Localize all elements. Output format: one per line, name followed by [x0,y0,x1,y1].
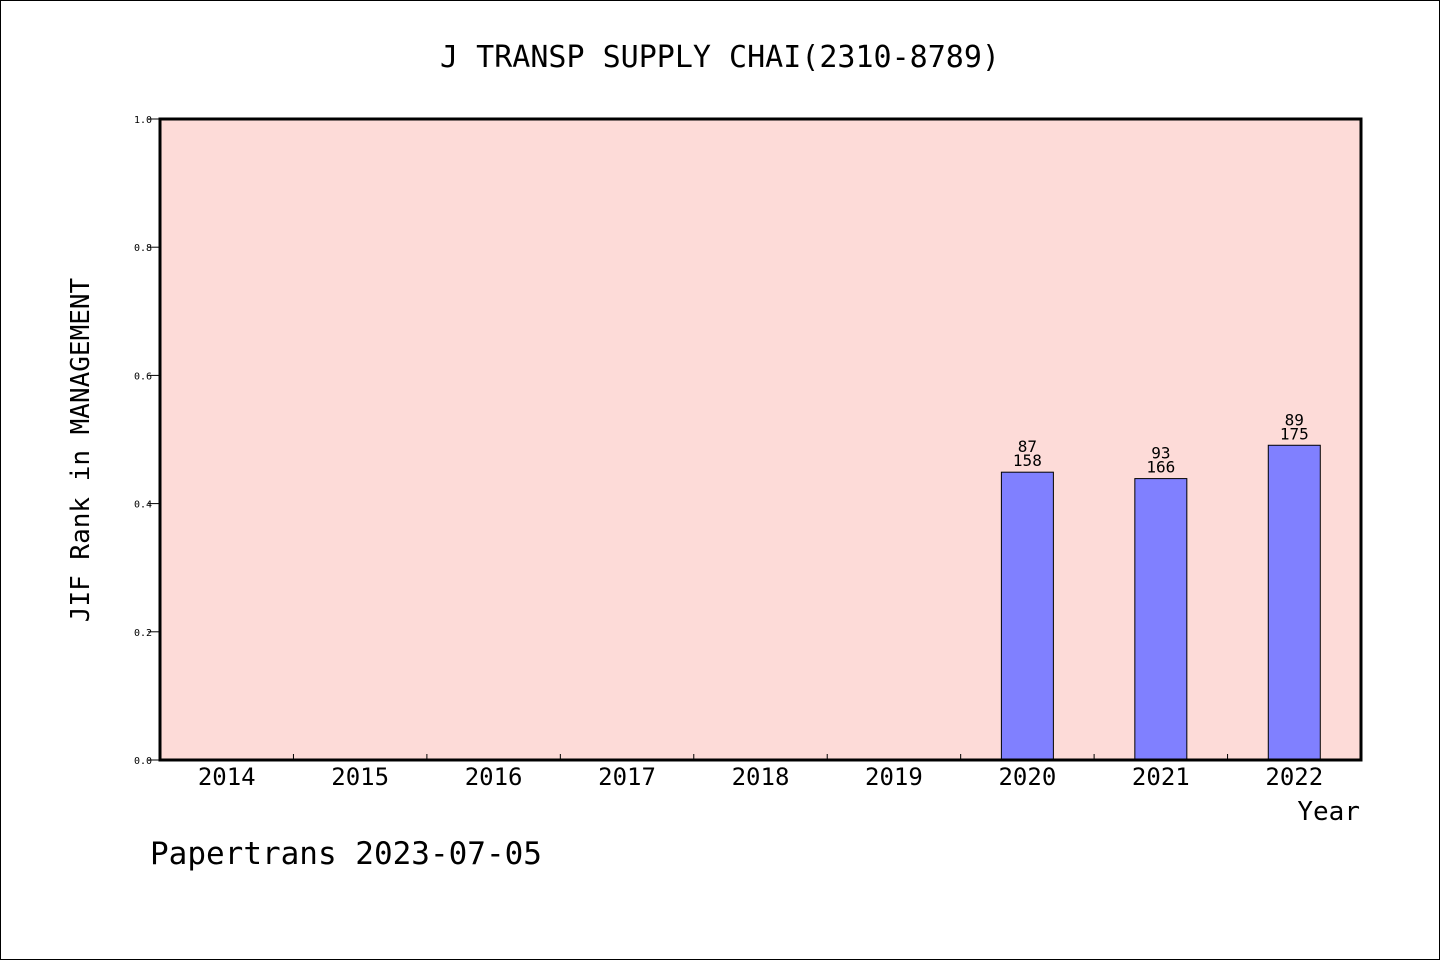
y-tick-label: 0.8 [134,243,152,254]
bar-label-rank: 89 [1285,410,1304,429]
x-tick-label: 2017 [598,763,656,791]
x-tick-label: 2015 [331,763,389,791]
bars-layer [1000,444,1321,761]
chart-title: J TRANSP SUPPLY CHAI(2310-8789) [440,40,1000,75]
y-axis-ticks: 0.0 0.2 0.4 0.6 0.8 1.0 [134,115,160,767]
bar-label-total: 175 [1280,424,1309,443]
y-axis-label: JIF Rank in MANAGEMENT [66,277,96,622]
x-tick-label: 2021 [1132,763,1190,791]
y-tick-label: 1.0 [134,115,152,126]
bar-label-total: 158 [1013,451,1042,470]
bar-2020 [1000,471,1054,761]
plot-border [158,117,1363,762]
x-tick-label: 2022 [1265,763,1323,791]
x-tick-label: 2014 [198,763,256,791]
bar-2022 [1267,444,1321,761]
bar-label-rank: 93 [1151,444,1170,463]
bar-2021 [1134,478,1188,761]
y-tick-label: 0.0 [134,756,152,767]
x-axis-label: Year [1297,797,1360,827]
footer-credit: Papertrans 2023-07-05 [150,836,542,872]
bar-label-rank: 87 [1018,437,1037,456]
x-tick-label: 2019 [865,763,923,791]
x-tick-label: 2020 [998,763,1056,791]
y-tick-label: 0.6 [134,371,152,382]
x-tick-label: 2018 [732,763,790,791]
x-tick-label: 2016 [465,763,523,791]
x-axis-ticks: 2014 2015 2016 2017 2018 2019 2020 2021 2022 [198,754,1323,791]
bar-label-total: 166 [1146,458,1175,477]
y-tick-label: 0.4 [134,500,152,511]
y-tick-label: 0.2 [134,628,152,639]
